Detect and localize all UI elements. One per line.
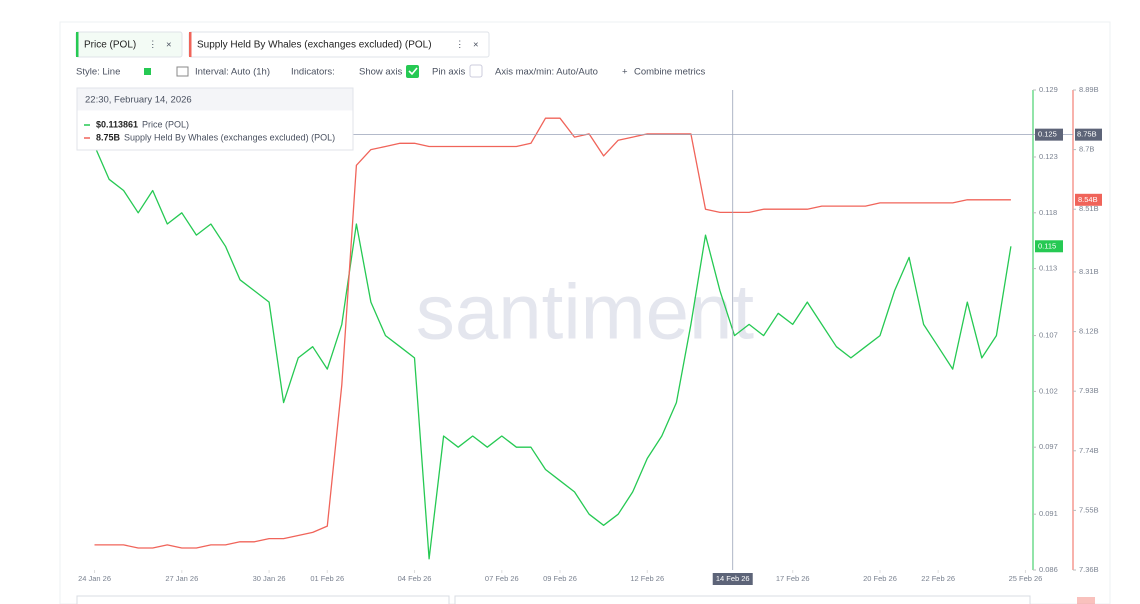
y2-tick-label: 8.51B [1079,204,1099,213]
series-line [94,117,1011,549]
crosshair-y-tag: 0.125 [1038,130,1057,139]
crosshair-y2-tag: 8.75B [1077,130,1097,139]
y-tick-label: 0.107 [1039,331,1058,340]
checkbox[interactable] [406,65,419,78]
checkbox[interactable] [469,64,483,78]
navigator[interactable] [454,595,1031,604]
x-tick-label: 17 Feb 26 [776,574,810,583]
tooltip-title: 22:30, February 14, 2026 [85,95,192,106]
tab-label[interactable]: Price (POL) [84,40,136,51]
y2-tick-label: 8.31B [1079,267,1099,276]
series-line [93,145,1012,560]
combine-metrics[interactable]: Combine metrics [634,67,706,78]
y2-tick-label: 7.93B [1079,386,1099,395]
calendar-icon [176,66,189,77]
x-tick-label: 25 Feb 26 [1009,574,1043,583]
x-tick-label: 30 Jan 26 [253,574,286,583]
style-select[interactable]: Style: Line [76,67,120,78]
combine-icon: + [622,67,628,78]
crosshair-x-tag: 14 Feb 26 [716,574,750,583]
tab-label[interactable]: Supply Held By Whales (exchanges exclude… [197,40,432,51]
x-tick-label: 22 Feb 26 [921,574,955,583]
tooltip-header [77,88,353,111]
y-tick-label: 0.129 [1039,85,1058,94]
last-value-tag [1035,240,1063,253]
axis-minmax[interactable]: Axis max/min: Auto/Auto [495,67,598,78]
x-tick-label: 01 Feb 26 [310,574,344,583]
show-axis[interactable]: Show axis [359,67,403,78]
checkmark [408,67,418,76]
last-value-tag [1075,193,1102,206]
y2-tick-label: 7.55B [1079,505,1099,514]
y-tick-label: 0.097 [1039,442,1058,451]
y-tick-label: 0.102 [1039,386,1058,395]
y-tick-label: 0.118 [1039,208,1057,217]
y-tick-label: 0.113 [1039,264,1057,273]
x-tick-label: 07 Feb 26 [485,574,519,583]
y2-tick-label: 7.36B [1079,565,1099,574]
y2-tick-label: 7.74B [1079,446,1099,455]
tooltip-value: 8.75B [96,132,121,142]
tab-menu[interactable]: ⋮ [455,40,465,51]
y2-tick-label: 8.7B [1079,145,1094,154]
x-tick-label: 09 Feb 26 [543,574,577,583]
tab-accent [189,32,192,57]
x-tick-label: 12 Feb 26 [630,574,664,583]
interval-select[interactable]: Interval: Auto (1h) [195,67,270,78]
crosshair-x-tag-bg [712,573,753,585]
pin-axis[interactable]: Pin axis [432,67,466,78]
tooltip-name: Price (POL) [142,119,189,129]
x-tick-label: 04 Feb 26 [398,574,432,583]
navigator-handle[interactable] [1077,597,1095,604]
last-value-label: 0.115 [1038,241,1056,250]
tab-close[interactable]: × [166,40,172,51]
tab-menu[interactable]: ⋮ [148,40,158,51]
tooltip-name: Supply Held By Whales (exchanges exclude… [124,132,335,142]
crosshair-y-tag-bg [1035,128,1063,141]
y2-tick-label: 8.12B [1079,327,1099,336]
last-value-label: 8.54B [1078,195,1098,204]
x-tick-label: 27 Jan 26 [165,574,198,583]
color-swatch[interactable] [144,68,151,75]
indicators-select[interactable]: Indicators: [291,67,335,78]
x-tick-label: 20 Feb 26 [863,574,897,583]
y2-tick-label: 8.89B [1079,85,1099,94]
tab-accent [76,32,79,57]
y-tick-label: 0.123 [1039,152,1058,161]
y-tick-label: 0.091 [1039,509,1058,518]
navigator[interactable] [76,595,450,604]
x-tick-label: 24 Jan 26 [78,574,111,583]
tooltip-value: $0.113861 [96,119,138,129]
tab-close[interactable]: × [473,40,479,51]
crosshair-y2-tag-bg [1075,128,1102,141]
watermark: santiment [416,268,754,356]
y-tick-label: 0.086 [1039,565,1058,574]
